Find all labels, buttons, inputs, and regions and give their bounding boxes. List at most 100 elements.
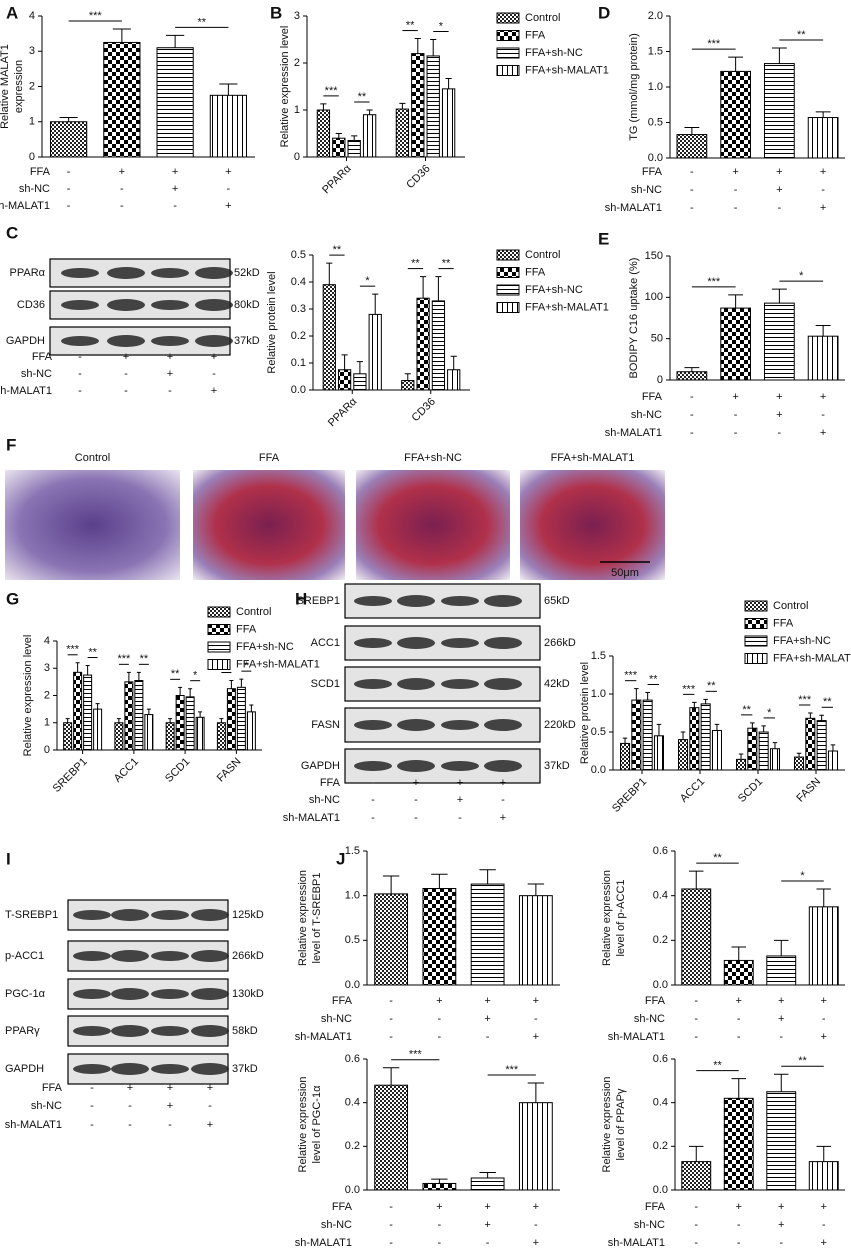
y-tick-label: 0.4 (291, 276, 306, 288)
significance-label: *** (707, 276, 721, 288)
x-tick-label: SCD1 (163, 756, 192, 785)
condition-mark: - (389, 1219, 393, 1231)
bar (416, 297, 430, 391)
legend-swatch (496, 12, 520, 24)
y-tick-label: 0.4 (653, 1097, 668, 1109)
y-axis-label: level of p-ACC1 (615, 879, 627, 956)
bar (681, 1161, 712, 1191)
condition-mark: + (732, 166, 738, 178)
legend-label: FFA+sh-MALAT1 (525, 64, 609, 76)
y-tick-label: 1.0 (345, 890, 360, 902)
error-bar (815, 111, 831, 118)
bar (134, 680, 144, 751)
bar (63, 722, 73, 751)
error-bar (239, 678, 244, 688)
y-tick-label: 0.1 (291, 357, 306, 369)
significance-label: * (365, 275, 370, 287)
error-bar (689, 870, 704, 889)
bar (195, 716, 205, 751)
error-bar (816, 888, 831, 907)
condition-label: sh-NC (309, 794, 340, 806)
molecular-weight: 125kD (232, 909, 264, 921)
y-axis-label: level of PGC-1α (311, 1085, 323, 1164)
condition-mark: + (211, 351, 217, 363)
blot-band (61, 336, 99, 346)
significance-label: ** (358, 91, 367, 103)
condition-mark: - (501, 794, 505, 806)
condition-mark: + (820, 391, 826, 403)
error-bar (188, 688, 193, 697)
protein-label: ACC1 (311, 637, 340, 649)
error-bar (404, 373, 411, 381)
condition-mark: - (690, 409, 694, 421)
bar (700, 703, 711, 771)
legend-swatch (744, 653, 768, 664)
bar (631, 699, 642, 771)
bar (209, 94, 247, 158)
bar (689, 707, 700, 771)
condition-mark: - (389, 1013, 393, 1025)
blot-band (151, 336, 189, 346)
y-tick-label: 0.5 (648, 116, 663, 128)
y-tick-label: 3 (44, 662, 50, 674)
condition-label: sh-NC (634, 1013, 665, 1025)
bar (766, 955, 797, 986)
significance-label: *** (66, 644, 80, 656)
blot-band (73, 1064, 111, 1074)
condition-mark: + (167, 1082, 173, 1094)
molecular-weight: 130kD (232, 988, 264, 1000)
condition-label: FFA (645, 995, 666, 1007)
condition-mark: - (371, 812, 375, 824)
condition-mark: + (484, 1219, 490, 1231)
error-bar (249, 704, 254, 712)
molecular-weight: 266kD (232, 950, 264, 962)
micrograph-title: FFA (259, 452, 280, 464)
condition-mark: + (778, 1201, 784, 1213)
blot-band (111, 1063, 149, 1075)
legend-label: Control (773, 600, 808, 612)
error-bar (774, 939, 789, 956)
y-tick-label: 0.2 (345, 1140, 360, 1152)
bar (144, 714, 154, 751)
significance-label: ** (798, 1055, 807, 1067)
blot-band (354, 596, 392, 606)
error-bar (341, 354, 348, 370)
significance-label: * (800, 870, 805, 882)
x-tick-label: FASN (215, 756, 244, 785)
bar (518, 895, 553, 986)
condition-mark: - (822, 1013, 826, 1025)
blot-band (151, 300, 189, 310)
y-tick-label: 0.4 (653, 890, 668, 902)
condition-mark: + (736, 995, 742, 1007)
y-tick-label: 50 (651, 333, 663, 345)
error-bar (320, 103, 327, 110)
blot-band (441, 720, 479, 730)
condition-mark: + (821, 1031, 827, 1043)
error-bar (656, 723, 662, 736)
significance-label: *** (505, 1064, 519, 1076)
condition-label: sh-MALAT1 (5, 1119, 62, 1131)
condition-mark: - (371, 777, 375, 789)
error-bar (622, 737, 628, 744)
y-tick-label: 0.5 (291, 249, 306, 261)
condition-mark: - (690, 202, 694, 214)
condition-mark: + (172, 166, 178, 178)
legend-swatch (744, 600, 768, 612)
legend-swatch (496, 249, 520, 261)
bar (620, 742, 631, 771)
blot-band (151, 1064, 189, 1074)
molecular-weight: 266kD (544, 637, 576, 649)
condition-label: sh-MALAT1 (608, 1237, 665, 1249)
legend-swatch (744, 618, 768, 629)
y-tick-label: 0.6 (345, 1053, 360, 1065)
significance-label: ** (797, 29, 806, 41)
y-axis-label: Relative expression level (22, 635, 34, 757)
condition-mark: - (78, 385, 82, 397)
condition-mark: - (734, 202, 738, 214)
blot-band (191, 1063, 229, 1075)
bar (347, 140, 361, 158)
y-axis-label: Relative expression (601, 870, 613, 966)
blot-band (111, 909, 149, 921)
condition-mark: + (778, 1013, 784, 1025)
error-bar (774, 1073, 789, 1092)
